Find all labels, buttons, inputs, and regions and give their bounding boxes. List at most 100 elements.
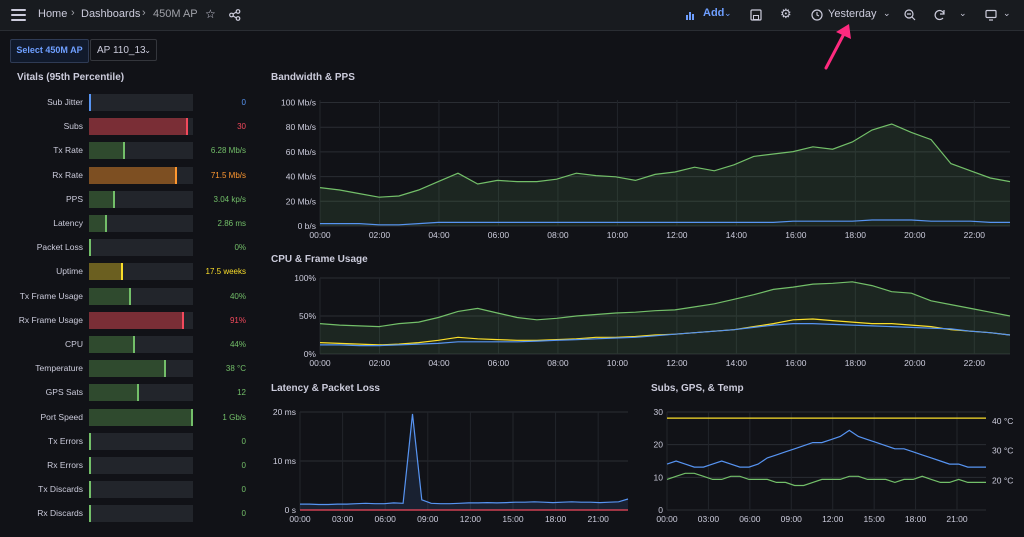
chevron-down-icon[interactable]: ⌄ — [1003, 8, 1011, 18]
vital-bar — [89, 432, 193, 450]
x-tick-label: 04:00 — [428, 358, 450, 368]
latency-chart[interactable]: 0 s 10 ms 20 ms 00:00 03:00 06:00 09:00 12:00 15… — [270, 407, 629, 526]
vital-bar-fill — [89, 215, 107, 232]
star-icon[interactable]: ☆ — [205, 7, 216, 21]
vital-row: Rx Rate 71.5 Mb/s — [0, 166, 260, 185]
vital-label: GPS Sats — [45, 387, 83, 398]
tv-mode-icon[interactable] — [985, 9, 997, 21]
vital-value: 71.5 Mb/s — [210, 170, 246, 180]
y-tick-label: 10 — [654, 472, 664, 482]
breadcrumb-dashboards[interactable]: Dashboards — [81, 8, 141, 20]
x-tick-label: 09:00 — [781, 514, 803, 524]
vital-bar-edge — [186, 118, 188, 136]
vital-value: 0 — [241, 436, 246, 446]
y-tick-label: 40 Mb/s — [286, 172, 316, 182]
x-tick-label: 06:00 — [375, 514, 397, 524]
vital-bar-fill — [89, 384, 139, 402]
x-tick-label: 00:00 — [309, 358, 331, 368]
x-tick-label: 00:00 — [656, 514, 678, 524]
x-tick-label: 12:00 — [666, 358, 688, 368]
vital-bar-edge — [89, 505, 91, 523]
vital-value: 1 Gb/s — [222, 412, 246, 422]
vital-row: Rx Discards 0 — [0, 505, 260, 523]
vital-row: PPS 3.04 kp/s — [0, 190, 260, 209]
y-tick-label: 0 b/s — [298, 221, 316, 231]
subs-panel-title: Subs, GPS, & Temp — [651, 383, 744, 394]
x-tick-label: 03:00 — [332, 514, 354, 524]
vital-bar — [89, 505, 193, 523]
x-tick-label: 18:00 — [845, 358, 867, 368]
vital-bar-fill — [89, 311, 184, 329]
vital-value: 40% — [229, 291, 246, 301]
vital-value: 0 — [241, 509, 246, 519]
vital-row: Tx Discards 0 — [0, 481, 260, 499]
x-tick-label: 18:00 — [905, 514, 927, 524]
vital-value: 44% — [229, 340, 246, 349]
vital-bar-edge — [129, 287, 131, 305]
cpu-panel-title: CPU & Frame Usage — [271, 254, 368, 265]
x-tick-label: 00:00 — [289, 514, 311, 524]
x-tick-label: 03:00 — [698, 514, 720, 524]
vital-bar-edge — [89, 239, 91, 257]
vital-bar-edge — [175, 166, 177, 184]
vital-bar — [89, 336, 193, 353]
x-tick-label: 09:00 — [417, 514, 439, 524]
vital-bar — [89, 384, 193, 402]
refresh-icon[interactable] — [934, 9, 946, 21]
x-tick-label: 02:00 — [369, 230, 391, 240]
series-line — [320, 219, 1010, 226]
vital-row: Packet Loss 0% — [0, 239, 260, 257]
breadcrumb-home[interactable]: Home — [38, 8, 68, 20]
vital-bar — [89, 263, 193, 281]
vital-label: Rx Rate — [52, 169, 83, 180]
vital-row: Port Speed 1 Gb/s — [0, 408, 260, 427]
y-tick-label: 100% — [294, 273, 316, 283]
vital-label: CPU — [65, 339, 83, 349]
vital-row: CPU 44% — [0, 336, 260, 354]
x-tick-label: 08:00 — [547, 358, 569, 368]
y-tick-label: 10 ms — [273, 456, 296, 466]
vital-row: GPS Sats 12 — [0, 384, 260, 402]
x-tick-label: 18:00 — [845, 230, 867, 240]
series-line — [319, 123, 1011, 198]
y-tick-label: 60 Mb/s — [286, 147, 316, 157]
chevron-right-icon: › — [71, 7, 75, 19]
vital-bar-edge — [89, 94, 91, 111]
vital-value: 2.86 ms — [217, 219, 246, 228]
vital-label: Rx Errors — [47, 460, 83, 470]
vital-bar-fill — [89, 166, 177, 184]
vital-label: Rx Discards — [37, 508, 83, 519]
bandwidth-chart[interactable]: 0 b/s 20 Mb/s 40 Mb/s 60 Mb/s 80 Mb/s 100 Mb/… — [270, 96, 1011, 242]
save-icon[interactable] — [750, 9, 762, 21]
y-tick-label: 0 — [658, 505, 663, 515]
x-tick-label: 06:00 — [739, 514, 761, 524]
vital-label: Temperature — [35, 363, 83, 374]
vital-value: 0 — [241, 485, 246, 495]
y2-tick-label: 30 °C — [992, 446, 1013, 456]
y-tick-label: 0% — [304, 349, 317, 359]
vital-bar — [89, 166, 193, 184]
vital-row: Rx Frame Usage 91% — [0, 311, 260, 330]
vital-row: Rx Errors 0 — [0, 457, 260, 475]
gear-icon[interactable]: ⚙ — [780, 6, 792, 21]
vital-bar-edge — [164, 360, 166, 378]
menu-icon[interactable] — [11, 9, 26, 21]
refresh-interval-chevron-icon[interactable]: ⌄ — [959, 8, 967, 18]
share-icon[interactable] — [229, 9, 241, 21]
y-tick-label: 20 Mb/s — [286, 196, 316, 206]
vital-bar-edge — [113, 190, 115, 208]
series-line — [666, 472, 986, 487]
subs-gps-temp-chart[interactable]: 0 10 20 30 20 °C 30 °C 40 °C 00:00 03:00 06:00 09:… — [651, 407, 1014, 526]
y-tick-label: 20 — [654, 440, 664, 450]
y-tick-label: 30 — [654, 407, 664, 417]
series-line — [319, 281, 1011, 328]
x-tick-label: 14:00 — [726, 230, 748, 240]
y-tick-label: 80 Mb/s — [286, 122, 316, 132]
ap-select[interactable]: AP 110_13 ⌄ — [90, 39, 157, 61]
vital-bar-edge — [182, 311, 184, 329]
x-tick-label: 20:00 — [904, 230, 926, 240]
cpu-frame-chart[interactable]: 0% 50% 100% 00:00 02:00 04:00 06:00 08:00 10:00 1… — [270, 273, 1011, 370]
vital-row: Tx Rate 6.28 Mb/s — [0, 142, 260, 160]
zoom-out-icon[interactable] — [904, 9, 916, 21]
vital-bar — [89, 481, 193, 499]
